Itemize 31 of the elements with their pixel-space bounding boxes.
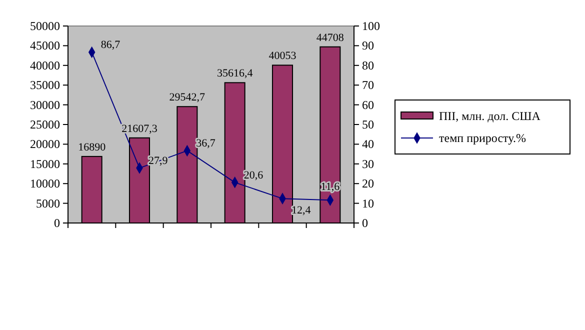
data-label: 11,6 xyxy=(320,181,340,194)
y-tick-label: 30000 xyxy=(30,98,60,112)
data-label: 86,7 xyxy=(100,39,121,52)
y-tick-label: 50000 xyxy=(30,19,60,33)
y2-tick-label: 50 xyxy=(362,118,374,132)
y2-tick-label: 100 xyxy=(362,19,380,33)
data-label: 16890 xyxy=(78,141,106,154)
y2-tick-label: 80 xyxy=(362,58,374,72)
data-label: 29542,7 xyxy=(169,92,206,104)
y-tick-label: 25000 xyxy=(30,118,60,132)
data-label: 40053 xyxy=(268,50,297,62)
y-tick-label: 0 xyxy=(54,216,60,230)
y2-tick-label: 40 xyxy=(362,137,374,152)
data-label: 35616,4 xyxy=(216,68,254,80)
legend-label: ПІІ, млн. дол. США xyxy=(439,109,541,123)
y2-tick-label: 70 xyxy=(362,78,374,92)
y-tick-label: 10000 xyxy=(30,176,60,191)
y2-tick-label: 30 xyxy=(362,156,374,171)
y-tick-label: 45000 xyxy=(30,38,60,53)
y-tick-label: 15000 xyxy=(30,156,60,171)
y2-tick-label: 20 xyxy=(362,176,374,191)
data-label: 44708 xyxy=(316,32,344,44)
y2-tick-label: 10 xyxy=(362,196,374,210)
y-tick-label: 20000 xyxy=(30,137,60,152)
y-tick-label: 5000 xyxy=(36,196,60,210)
y2-tick-label: 90 xyxy=(362,38,374,53)
y-tick-label: 40000 xyxy=(30,58,60,72)
legend-label: темп приросту.% xyxy=(439,131,526,145)
y2-tick-label: 0 xyxy=(362,216,368,230)
y-tick-label: 35000 xyxy=(30,78,60,92)
y2-tick-label: 60 xyxy=(362,98,374,112)
